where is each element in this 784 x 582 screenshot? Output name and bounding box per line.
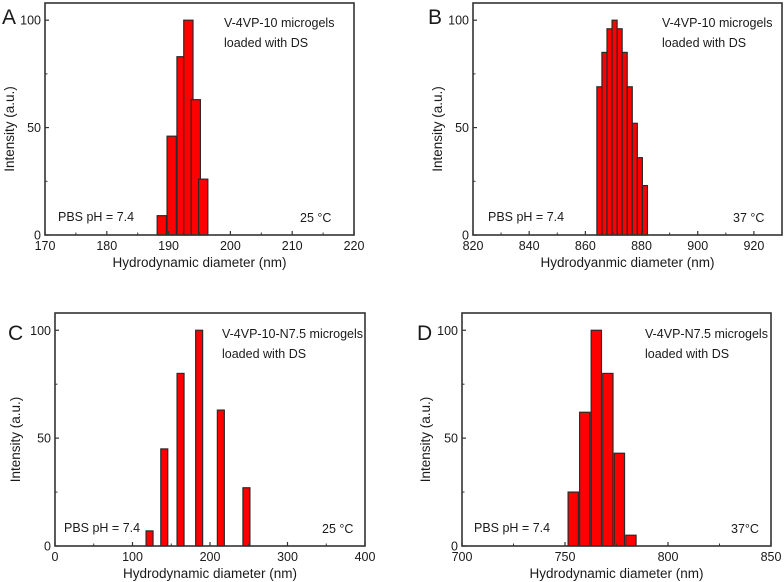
y-tick-label: 100 (437, 324, 458, 338)
x-tick-label: 300 (277, 550, 298, 564)
y-tick-label: 100 (30, 324, 51, 338)
x-tick-label: 700 (452, 550, 473, 564)
y-tick-label: 50 (37, 432, 51, 446)
bar (602, 372, 614, 547)
y-tick-label: 50 (455, 121, 469, 135)
y-axis-label: Intensity (a.u.) (418, 397, 433, 483)
y-tick-label: 100 (20, 14, 41, 28)
panel-label: B (428, 6, 442, 29)
bar (567, 491, 579, 547)
x-tick-label: 180 (96, 239, 117, 253)
sample-annotation-line2: loaded with DS (222, 347, 306, 361)
y-axis-label: Intensity (a.u.) (430, 86, 445, 172)
sample-annotation: V-4VP-N7.5 microgels (645, 327, 768, 341)
y-axis-label: Intensity (a.u.) (8, 397, 23, 483)
y-tick-label: 100 (448, 14, 469, 28)
bar (625, 534, 637, 547)
x-tick-label: 200 (200, 550, 221, 564)
x-tick-label: 900 (687, 239, 708, 253)
sample-annotation-line2: loaded with DS (662, 36, 746, 50)
panel-label: D (417, 322, 432, 345)
ph-annotation: PBS pH = 7.4 (64, 521, 140, 535)
bar (195, 329, 204, 547)
x-tick-label: 840 (519, 239, 540, 253)
bar (606, 28, 613, 236)
ph-annotation: PBS pH = 7.4 (488, 210, 564, 224)
bar (242, 487, 251, 547)
x-axis-label: Hydrodynamic diameter (nm) (529, 566, 703, 581)
x-tick-label: 210 (282, 239, 303, 253)
ph-annotation: PBS pH = 7.4 (58, 210, 134, 224)
sample-annotation: V-4VP-10 microgels (662, 16, 772, 30)
bar (613, 452, 626, 547)
bar (160, 448, 169, 547)
bar (631, 122, 638, 236)
plot-frame (54, 312, 366, 547)
x-tick-label: 820 (463, 239, 484, 253)
x-tick-label: 100 (122, 550, 143, 564)
bar (626, 86, 633, 236)
x-tick-label: 0 (52, 550, 59, 564)
y-tick-label: 0 (34, 229, 41, 243)
bar (616, 28, 623, 236)
bar (166, 135, 177, 236)
bar (579, 411, 591, 547)
x-axis-label: Hydrodyanmic diameter (nm) (540, 255, 714, 270)
bar (601, 51, 608, 236)
y-tick-label: 50 (27, 121, 41, 135)
sample-annotation-line2: loaded with DS (645, 347, 729, 361)
temperature-annotation: 37°C (731, 522, 759, 536)
panel-a: 170 180 190 200 210 220 0 50 100 Hydrodynamic dia… (2, 2, 365, 270)
x-tick-label: 200 (220, 239, 241, 253)
sample-annotation: V-4VP-10 microgels (224, 16, 334, 30)
temperature-annotation: 25 °C (300, 211, 331, 225)
x-tick-label: 750 (555, 550, 576, 564)
x-tick-label: 850 (761, 550, 782, 564)
bar (621, 51, 628, 236)
y-tick-label: 0 (44, 540, 51, 554)
x-axis-label: Hydrodynamic diameter (nm) (123, 566, 297, 581)
panel-d: 700 750 800 850 0 50 100 Hydrodynamic diameter … (417, 312, 782, 581)
ph-annotation: PBS pH = 7.4 (474, 521, 550, 535)
x-tick-label: 860 (575, 239, 596, 253)
panel-label: C (8, 322, 23, 345)
x-tick-label: 880 (631, 239, 652, 253)
plot-frame (472, 2, 783, 236)
x-tick-label: 800 (658, 550, 679, 564)
y-tick-label: 50 (444, 432, 458, 446)
temperature-annotation: 37 °C (733, 211, 764, 225)
bar (641, 184, 649, 236)
sample-annotation-line2: loaded with DS (224, 36, 308, 50)
bar (156, 215, 168, 236)
bar (611, 19, 618, 236)
bar (176, 372, 185, 547)
bar (636, 157, 643, 236)
y-tick-label: 0 (451, 540, 458, 554)
y-tick-label: 0 (462, 229, 469, 243)
bar (216, 409, 225, 547)
x-tick-label: 400 (355, 550, 376, 564)
x-tick-label: 920 (743, 239, 764, 253)
bar (596, 86, 603, 236)
panel-label: A (2, 6, 16, 29)
panel-b: 820 840 860 880 900 920 0 50 100 Hydrodyanmic dia… (428, 2, 783, 270)
x-tick-label: 220 (344, 239, 365, 253)
y-axis-label: Intensity (a.u.) (2, 86, 17, 172)
bar (197, 178, 209, 236)
sample-annotation: V-4VP-10-N7.5 microgels (222, 327, 363, 341)
bar (590, 329, 603, 547)
x-tick-label: 190 (158, 239, 179, 253)
temperature-annotation: 25 °C (322, 522, 353, 536)
x-tick-label: 170 (35, 239, 56, 253)
panel-c: 0 100 200 300 400 0 50 100 Hydrodynamic diameter… (8, 312, 376, 581)
bar (145, 530, 154, 547)
x-axis-label: Hydrodynamic diameter (nm) (112, 255, 286, 270)
